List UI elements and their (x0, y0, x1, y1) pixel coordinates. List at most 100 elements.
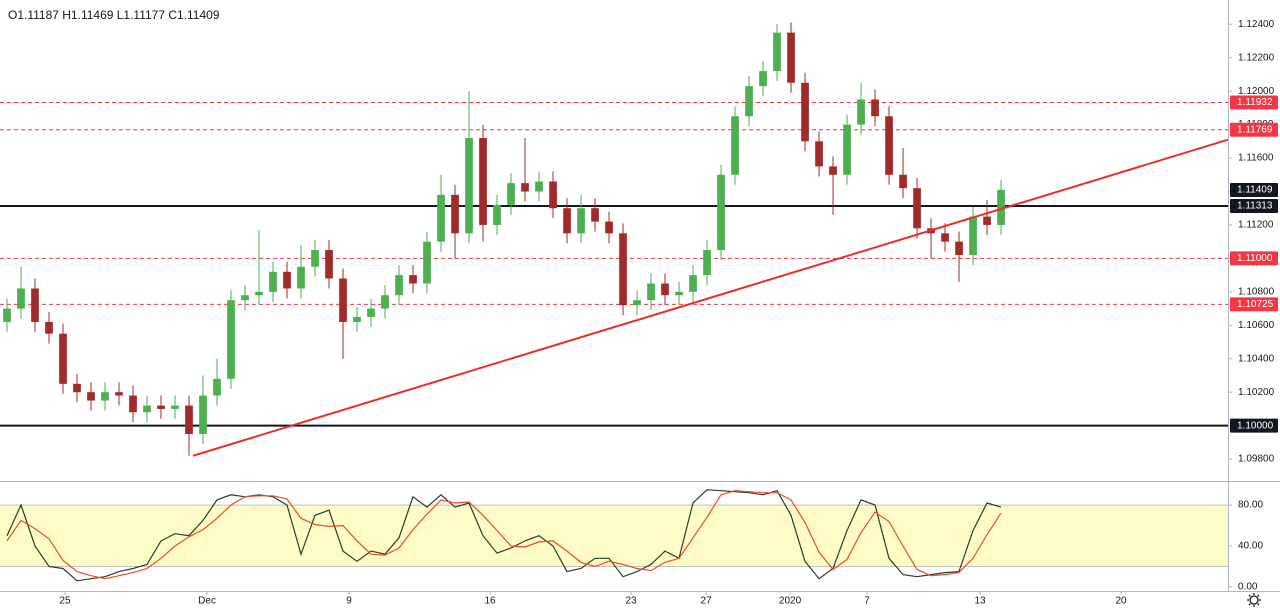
candle-body (577, 208, 585, 234)
candle-body (507, 183, 515, 205)
indicator-band (0, 505, 1228, 567)
axis-layer: 1.09800 1.10000 1.10200 1.10400 1.10600 1.108… (59, 19, 1278, 607)
x-tick-label: 27 (700, 596, 712, 607)
level-label-box (1230, 95, 1278, 110)
candle-body (521, 183, 529, 192)
candle-body (787, 32, 795, 83)
indicator-band-layer (0, 504, 1228, 567)
y-tick-label: 1.12400 (1238, 19, 1275, 30)
y-tick-label: 1.12000 (1238, 86, 1275, 97)
level-label-box (1230, 122, 1278, 137)
candle-body (451, 194, 459, 234)
candle-body (969, 216, 977, 256)
level-label-box (1230, 418, 1278, 433)
level-label: 1.10000 (1237, 420, 1274, 431)
candle-body (325, 250, 333, 279)
candle-body (871, 99, 879, 117)
candle-body (661, 283, 669, 296)
candle-body (731, 116, 739, 175)
candle-body (381, 295, 389, 309)
candle-body (759, 71, 767, 87)
settings-icon[interactable] (1247, 593, 1261, 607)
candle-body (3, 308, 11, 322)
candle-body (367, 308, 375, 317)
candle-body (493, 204, 501, 225)
candle-body (269, 271, 277, 292)
candle-body (913, 188, 921, 229)
candle-body (605, 221, 613, 234)
candle-body (353, 316, 361, 322)
ohlc-legend: O1.11187 H1.11469 L1.11177 C1.11409 (8, 8, 220, 22)
indicator-tick-label: 0.00 (1238, 582, 1258, 593)
candle-body (31, 288, 39, 322)
candle-body (633, 300, 641, 306)
candle-body (829, 166, 837, 175)
x-tick-label: 20 (1115, 596, 1127, 607)
candle-body (773, 32, 781, 72)
candle-body (129, 395, 137, 413)
x-tick-label: 9 (346, 596, 352, 607)
candle-body (311, 250, 319, 267)
candle-body (115, 392, 123, 396)
candle-body (843, 124, 851, 175)
candle-body (801, 82, 809, 142)
level-label: 1.10725 (1237, 299, 1274, 310)
candle-body (689, 275, 697, 292)
candle-body (199, 395, 207, 435)
candle-body (59, 333, 67, 384)
candle-body (899, 174, 907, 189)
candle-body (45, 321, 53, 334)
candle-body (87, 392, 95, 401)
candle-body (227, 300, 235, 379)
x-tick-label: 7 (864, 596, 870, 607)
candle-body (143, 405, 151, 413)
candle-body (73, 383, 81, 393)
candle-body (619, 233, 627, 306)
candle-body (283, 271, 291, 289)
candle-body (997, 189, 1005, 225)
x-tick-label: 16 (484, 596, 496, 607)
candle-body (479, 137, 487, 225)
candle-body (17, 288, 25, 309)
y-tick-label: 1.10200 (1238, 387, 1275, 398)
candle-body (157, 405, 165, 409)
candle-body (213, 378, 221, 396)
candle-body (241, 295, 249, 301)
y-tick-label: 1.10800 (1238, 286, 1275, 297)
level-label: 1.11932 (1237, 97, 1273, 108)
candle-body (857, 99, 865, 125)
y-tick-label: 1.10400 (1238, 353, 1275, 364)
level-label-box (1230, 199, 1278, 214)
candle-body (983, 216, 991, 225)
candle-body (647, 283, 655, 301)
candle-body (423, 241, 431, 284)
level-label: 1.11769 (1237, 124, 1273, 135)
candle-body (171, 405, 179, 409)
candles-layer (3, 22, 1005, 456)
candle-body (955, 241, 963, 256)
candle-body (185, 405, 193, 435)
level-label-box (1230, 251, 1278, 266)
candle-body (535, 181, 543, 192)
candle-body (339, 278, 347, 322)
trend-line (192, 138, 1229, 457)
y-tick-label: 1.11200 (1238, 220, 1274, 231)
candle-body (465, 137, 473, 234)
level-label-box (1230, 182, 1278, 197)
indicator-tick-label: 40.00 (1238, 541, 1263, 552)
level-label: 1.11000 (1237, 253, 1273, 264)
candle-body (675, 291, 683, 296)
x-tick-label: 2020 (779, 596, 802, 607)
y-tick-label: 1.11600 (1238, 153, 1274, 164)
x-tick-label: 23 (625, 596, 637, 607)
indicator-line (6, 489, 1002, 582)
candle-body (409, 275, 417, 284)
candle-body (815, 141, 823, 167)
candle-body (255, 291, 263, 296)
indicator-line (6, 490, 1002, 580)
candle-body (101, 392, 109, 401)
candle-body (549, 181, 557, 209)
level-label: 1.11313 (1237, 201, 1273, 212)
candle-body (591, 208, 599, 222)
